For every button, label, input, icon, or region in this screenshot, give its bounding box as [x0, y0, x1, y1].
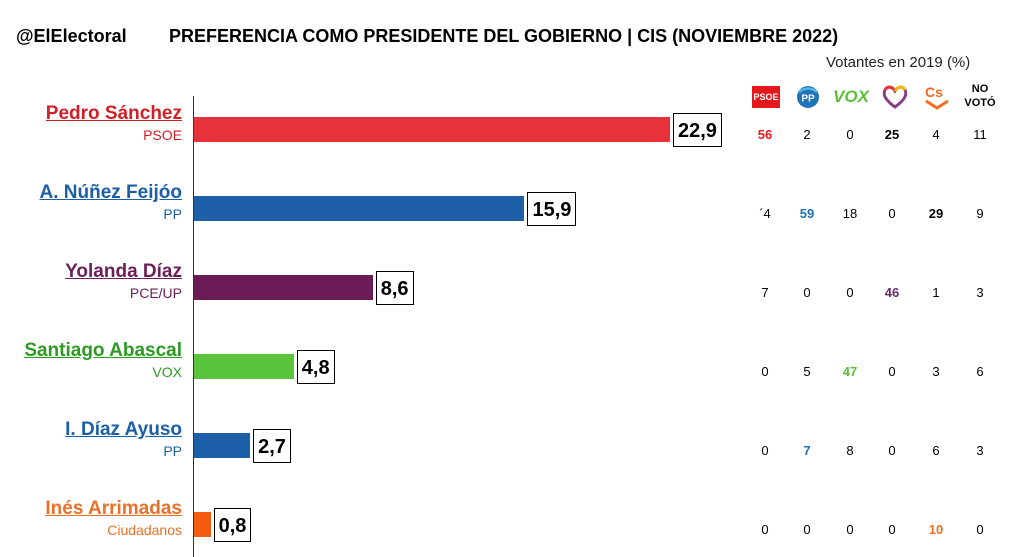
pp-logo-label: PP [801, 94, 815, 105]
candidate-party: PSOE [143, 127, 182, 143]
breakdown-cell-vox: 8 [846, 443, 854, 458]
bar [194, 512, 211, 537]
candidate-name: A. Núñez Feijóo [39, 182, 183, 203]
breakdown-cell-up: 0 [888, 206, 896, 221]
candidate-label: Santiago Abascal VOX [0, 340, 182, 381]
breakdown-cell-psoe: 0 [761, 522, 769, 537]
bar [194, 433, 251, 458]
bar [194, 354, 294, 379]
candidate-name: Yolanda Díaz [65, 261, 182, 282]
breakdown-cell-pp: 0 [803, 522, 811, 537]
bar-value-label: 22,9 [673, 113, 722, 147]
breakdown-cell-cs: 4 [932, 127, 940, 142]
candidate-name: Pedro Sánchez [45, 103, 182, 124]
bar-value-label: 4,8 [296, 350, 335, 384]
vox-logo-icon: VOX [833, 87, 869, 106]
chart-title: PREFERENCIA COMO PRESIDENTE DEL GOBIERNO… [169, 26, 839, 46]
breakdown-cell-up: 0 [888, 522, 896, 537]
brand-handle: @ElElectoral [16, 26, 127, 46]
bar-value-label: 0,8 [213, 508, 252, 542]
bar [194, 275, 373, 300]
cs-logo-label: Cs [925, 84, 943, 100]
candidate-party: PP [163, 443, 182, 459]
breakdown-cell-novoto: 3 [976, 285, 984, 300]
breakdown-cell-vox: 18 [842, 206, 858, 221]
candidate-label: Pedro Sánchez PSOE [0, 103, 182, 144]
breakdown-cell-pp: 2 [803, 127, 811, 142]
breakdown-cell-up: 0 [888, 443, 896, 458]
breakdown-cell-up: 0 [888, 364, 896, 379]
breakdown-cell-pp: 59 [799, 206, 815, 221]
breakdown-cell-cs: 1 [932, 285, 940, 300]
breakdown-cell-vox: 47 [842, 364, 858, 379]
psoe-logo-icon: PSOE [752, 86, 780, 108]
candidate-label: I. Díaz Ayuso PP [0, 419, 182, 460]
breakdown-cell-novoto: 11 [973, 127, 987, 142]
bar-value-label: 15,9 [527, 192, 577, 226]
bar [194, 117, 670, 142]
candidate-party: VOX [152, 364, 182, 380]
breakdown-cell-novoto: 9 [976, 206, 984, 221]
category-axis-line [193, 96, 194, 557]
breakdown-cell-cs: 10 [928, 522, 944, 537]
breakdown-cell-up: 25 [884, 127, 900, 142]
candidate-party: Ciudadanos [107, 522, 182, 538]
breakdown-cell-psoe: 56 [757, 127, 773, 142]
breakdown-cell-pp: 5 [803, 364, 811, 379]
bar-value-label: 2,7 [253, 429, 291, 463]
table-subtitle: Votantes en 2019 (%) [826, 54, 971, 71]
breakdown-cell-pp: 0 [803, 285, 811, 300]
candidate-label: A. Núñez Feijóo PP [0, 182, 183, 223]
bar [194, 196, 525, 221]
pp-logo-icon: PP [793, 84, 823, 110]
candidate-party: PP [163, 206, 182, 222]
candidate-label: Inés Arrimadas Ciudadanos [0, 498, 182, 539]
breakdown-cell-vox: 0 [846, 127, 854, 142]
breakdown-cell-psoe: 7 [761, 285, 769, 300]
no-voto-header: NO VOTÓ [964, 83, 996, 109]
breakdown-cell-cs: 3 [932, 364, 940, 379]
breakdown-cell-psoe: 0 [761, 443, 769, 458]
candidate-label: Yolanda Díaz PCE/UP [0, 261, 182, 302]
bar-value-label: 8,6 [375, 271, 414, 305]
candidate-party: PCE/UP [129, 285, 182, 301]
breakdown-cell-up: 46 [884, 285, 900, 300]
header: @ElElectoral PREFERENCIA COMO PRESIDENTE… [16, 26, 838, 47]
candidate-name: Inés Arrimadas [45, 498, 182, 519]
breakdown-cell-psoe: ´4 [759, 206, 771, 221]
breakdown-cell-novoto: 0 [976, 522, 984, 537]
breakdown-cell-pp: 7 [803, 443, 811, 458]
breakdown-cell-vox: 0 [846, 522, 854, 537]
candidate-name: Santiago Abascal [24, 340, 182, 361]
breakdown-cell-cs: 29 [928, 206, 944, 221]
ciudadanos-logo-icon: Cs [922, 84, 952, 110]
unidas-podemos-heart-icon [880, 84, 910, 110]
breakdown-cell-novoto: 6 [976, 364, 984, 379]
breakdown-cell-novoto: 3 [976, 443, 984, 458]
breakdown-cell-psoe: 0 [761, 364, 769, 379]
breakdown-cell-vox: 0 [846, 285, 854, 300]
breakdown-cell-cs: 6 [932, 443, 940, 458]
candidate-name: I. Díaz Ayuso [65, 419, 182, 440]
